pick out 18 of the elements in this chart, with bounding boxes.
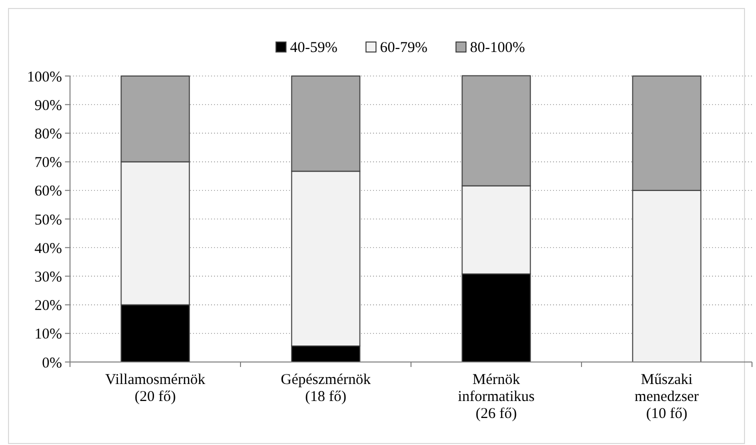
y-tick-label: 90% [34, 98, 62, 114]
x-tick-label: Mérnök informatikus (26 fő) [458, 372, 535, 422]
y-tick-label: 40% [34, 240, 62, 257]
y-tick-label: 20% [34, 298, 62, 314]
y-tick-label: 0% [42, 355, 62, 372]
y-tick-label: 70% [34, 155, 62, 172]
y-tick-label: 50% [34, 212, 62, 228]
x-tick-label: Villamosmérnök (20 fő) [105, 372, 206, 405]
legend-label: 40-59% [290, 40, 338, 56]
y-tick-label: 10% [34, 326, 62, 343]
x-tick-label: Gépészmérnök (18 fő) [280, 372, 372, 405]
x-tick-label: Műszaki menedzser (10 fő) [634, 372, 699, 422]
y-tick-label: 60% [34, 184, 62, 200]
y-tick-label: 30% [34, 269, 62, 286]
legend-label: 80-100% [470, 40, 525, 56]
y-tick-label: 100% [27, 69, 62, 86]
legend-label: 60-79% [380, 40, 428, 56]
y-tick-label: 80% [34, 126, 62, 142]
